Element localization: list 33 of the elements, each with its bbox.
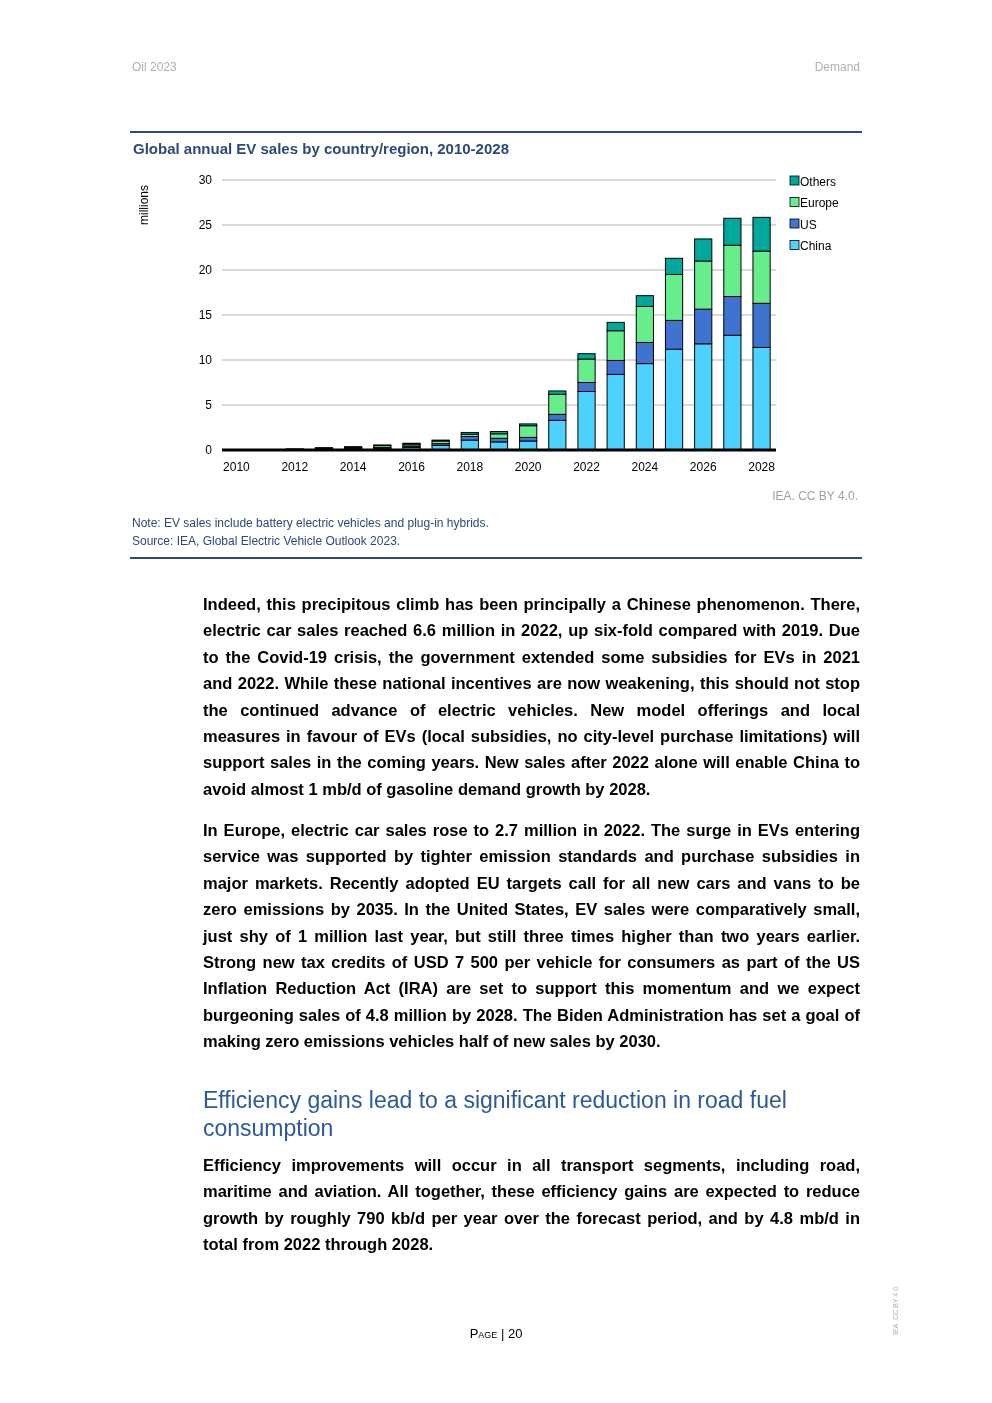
y-tick-label: 15 bbox=[198, 308, 213, 322]
y-tick-label: 20 bbox=[198, 263, 213, 277]
text: Oil 2023 bbox=[132, 60, 178, 74]
text: Efficiency improvements will occur in all transport segments, including road, maritime and aviation. All together, these efficiency gains are expected to reduce growth by roughly 790 kb/d per year over the forecast period, and by 4.8 mb/d in total from 2022 through 2028. bbox=[203, 1155, 860, 1256]
source-note: Source: IEA, Global Electric Vehicle Outlook 2023. bbox=[132, 534, 401, 548]
x-tick-label: 2024 bbox=[631, 460, 659, 474]
text: Note: EV sales include battery electric vehicles and plug-in hybrids. bbox=[132, 516, 489, 530]
text: Demand bbox=[814, 60, 860, 74]
y-tick-label: 0 bbox=[205, 443, 213, 457]
x-tick-label: 2012 bbox=[281, 460, 309, 474]
text: In Europe, electric car sales rose to 2.7 million in 2022. The surge in EVs entering service was supported by tighter emission standards and purchase subsidies in major markets. Recently adopted EU targets call for all new cars and vans to be zero emissions by 2035. In the United States, EV sales were comparatively small, just shy of 1 million last year, but still three times higher than two years earlier. Strong new tax credits of USD 7 500 per vehicle for consumers as part of the US Inflation Reduction Act (IRA) are set to support this momentum and we expect burgeoning sales of 4.8 million by 2028. The Biden Administration has set a goal of making zero emissions vehicles half of new sales by 2030. bbox=[203, 821, 860, 1051]
text: IEA. CC BY 4.0. bbox=[772, 489, 858, 503]
text: Efficiency gains lead to a significant reduction in road fuel consumption bbox=[203, 1086, 788, 1142]
y-tick-label: 10 bbox=[198, 353, 213, 367]
x-tick-label: 2022 bbox=[573, 460, 601, 474]
y-tick-label: 30 bbox=[198, 173, 213, 187]
x-tick-label: 2010 bbox=[223, 460, 251, 474]
x-tick-label: 2026 bbox=[689, 460, 717, 474]
legend-label: Europe bbox=[800, 196, 840, 210]
y-tick-label: 25 bbox=[198, 218, 213, 232]
x-tick-label: 2028 bbox=[748, 460, 776, 474]
text: Page | 20 bbox=[469, 1326, 523, 1341]
legend-label: China bbox=[800, 239, 832, 253]
chart-title: Global annual EV sales by country/region, 2010-2028 bbox=[133, 140, 509, 157]
legend-label: US bbox=[800, 217, 817, 232]
y-tick-label: 5 bbox=[205, 398, 213, 412]
x-tick-label: 2016 bbox=[398, 460, 426, 474]
legend-label: Others bbox=[800, 174, 837, 189]
x-tick-label: 2020 bbox=[514, 460, 542, 474]
x-tick-label: 2018 bbox=[456, 460, 484, 474]
y-axis-title: millions bbox=[137, 184, 151, 226]
x-tick-label: 2014 bbox=[339, 460, 367, 474]
text: Indeed, this precipitous climb has been principally a Chinese phenomenon. There, electric car sales reached 6.6 million in 2022, up six-fold compared with 2019. Due to the Covid-19 crisis, the government extended some subsidies for EVs in 2021 and 2022. While these national incentives are now weakening, this should not stop the continued advance of electric vehicles. New model offerings and local measures in favour of EVs (local subsidies, no city-level purchase limitations) will support sales in the coming years. New sales after 2022 alone will enable China to avoid almost 1 mb/d of gasoline demand growth by 2028. bbox=[203, 594, 860, 800]
